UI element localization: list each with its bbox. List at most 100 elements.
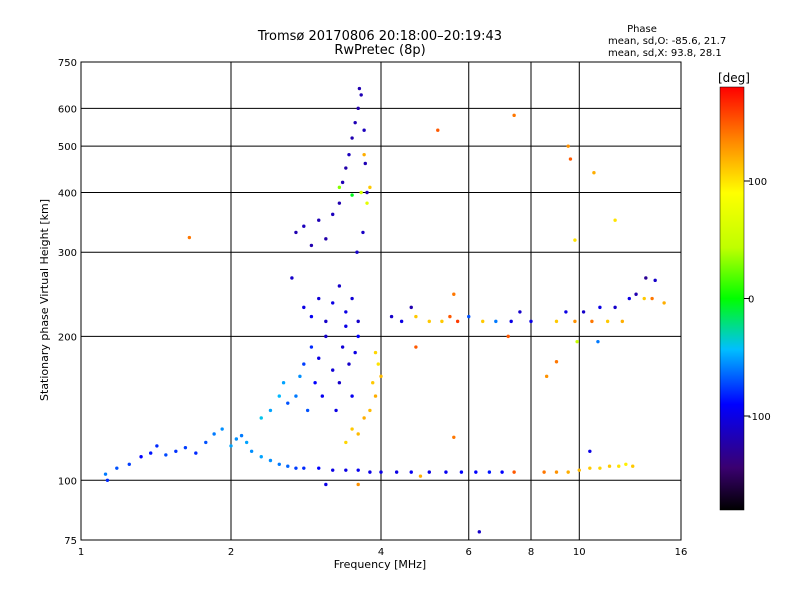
data-point xyxy=(361,230,365,235)
data-point xyxy=(575,339,579,344)
data-point xyxy=(309,314,314,319)
data-point xyxy=(305,408,310,413)
data-point xyxy=(353,120,357,125)
data-point xyxy=(409,470,413,474)
y-tick-label: 75 xyxy=(64,536,77,547)
data-points xyxy=(103,86,666,534)
data-point xyxy=(139,455,143,459)
data-point xyxy=(103,472,108,476)
data-point xyxy=(598,305,602,310)
data-point xyxy=(596,339,600,344)
data-point xyxy=(115,466,119,470)
x-tick-label: 4 xyxy=(378,547,384,558)
data-point xyxy=(350,193,354,197)
data-point xyxy=(294,466,298,470)
data-point xyxy=(347,362,351,366)
colorbar xyxy=(719,86,745,511)
data-point xyxy=(566,144,570,148)
data-point xyxy=(368,185,372,190)
data-point xyxy=(356,106,360,111)
data-point xyxy=(356,334,360,339)
data-point xyxy=(331,468,335,472)
data-point xyxy=(302,305,306,310)
data-point xyxy=(194,451,198,455)
data-point xyxy=(588,466,592,470)
y-tick-labels: 75 100 200 300 400 500 600 750 xyxy=(58,58,77,547)
data-point xyxy=(373,350,378,355)
data-point xyxy=(427,319,431,324)
x-tick-label: 6 xyxy=(466,547,472,558)
data-point xyxy=(234,437,239,441)
colorbar-tick-label: -100 xyxy=(748,412,771,423)
data-point xyxy=(344,468,348,472)
data-point xyxy=(340,345,345,349)
y-tick-label: 400 xyxy=(58,188,77,199)
data-point xyxy=(554,360,559,364)
data-point xyxy=(368,470,372,474)
data-point xyxy=(324,237,328,241)
data-point xyxy=(105,478,110,482)
data-point xyxy=(598,466,602,470)
data-point xyxy=(229,444,233,448)
data-point xyxy=(529,319,533,324)
data-point xyxy=(164,453,168,457)
data-point xyxy=(414,345,418,349)
x-tick-label: 10 xyxy=(573,547,586,558)
data-point xyxy=(331,301,335,305)
data-point xyxy=(653,278,657,283)
data-point xyxy=(554,470,559,474)
data-point xyxy=(554,319,559,324)
data-point xyxy=(544,374,549,379)
data-point xyxy=(542,470,546,474)
data-point xyxy=(379,374,383,379)
data-point xyxy=(399,319,404,324)
data-point xyxy=(317,466,321,470)
data-point xyxy=(355,250,359,254)
data-point xyxy=(324,334,328,339)
data-point xyxy=(350,427,354,431)
data-point xyxy=(317,356,321,360)
data-point xyxy=(617,464,621,468)
colorbar-ticks: 100 0 -100 xyxy=(744,177,771,423)
data-point xyxy=(174,449,178,453)
data-point xyxy=(220,427,224,431)
data-point xyxy=(444,470,448,474)
data-point xyxy=(277,462,281,467)
data-point xyxy=(357,86,362,91)
data-point xyxy=(281,381,286,385)
data-point xyxy=(155,444,159,448)
data-point xyxy=(487,470,492,474)
data-point xyxy=(149,451,153,455)
data-point xyxy=(239,433,244,438)
data-point xyxy=(373,394,378,398)
data-point xyxy=(371,381,375,385)
data-point xyxy=(459,470,464,474)
data-point xyxy=(566,470,570,474)
x-tick-label: 16 xyxy=(675,547,688,558)
data-point xyxy=(187,235,192,240)
data-point xyxy=(286,401,290,405)
data-point xyxy=(436,128,440,132)
data-point xyxy=(506,334,510,339)
data-point xyxy=(356,319,360,324)
data-point xyxy=(344,440,348,445)
data-point xyxy=(298,374,302,379)
data-point xyxy=(564,310,568,314)
data-point xyxy=(605,319,610,324)
data-point xyxy=(573,319,577,324)
data-point xyxy=(320,394,325,398)
y-tick-label: 300 xyxy=(58,248,77,259)
y-tick-label: 200 xyxy=(58,332,77,343)
data-point xyxy=(337,185,342,190)
data-point xyxy=(324,319,328,324)
data-point xyxy=(290,276,294,280)
data-point xyxy=(356,468,360,472)
data-point xyxy=(512,470,516,474)
data-point xyxy=(362,416,366,420)
data-point xyxy=(268,408,273,413)
data-point xyxy=(414,314,418,319)
data-point xyxy=(376,362,380,366)
data-point xyxy=(259,455,263,459)
data-point xyxy=(379,470,383,474)
